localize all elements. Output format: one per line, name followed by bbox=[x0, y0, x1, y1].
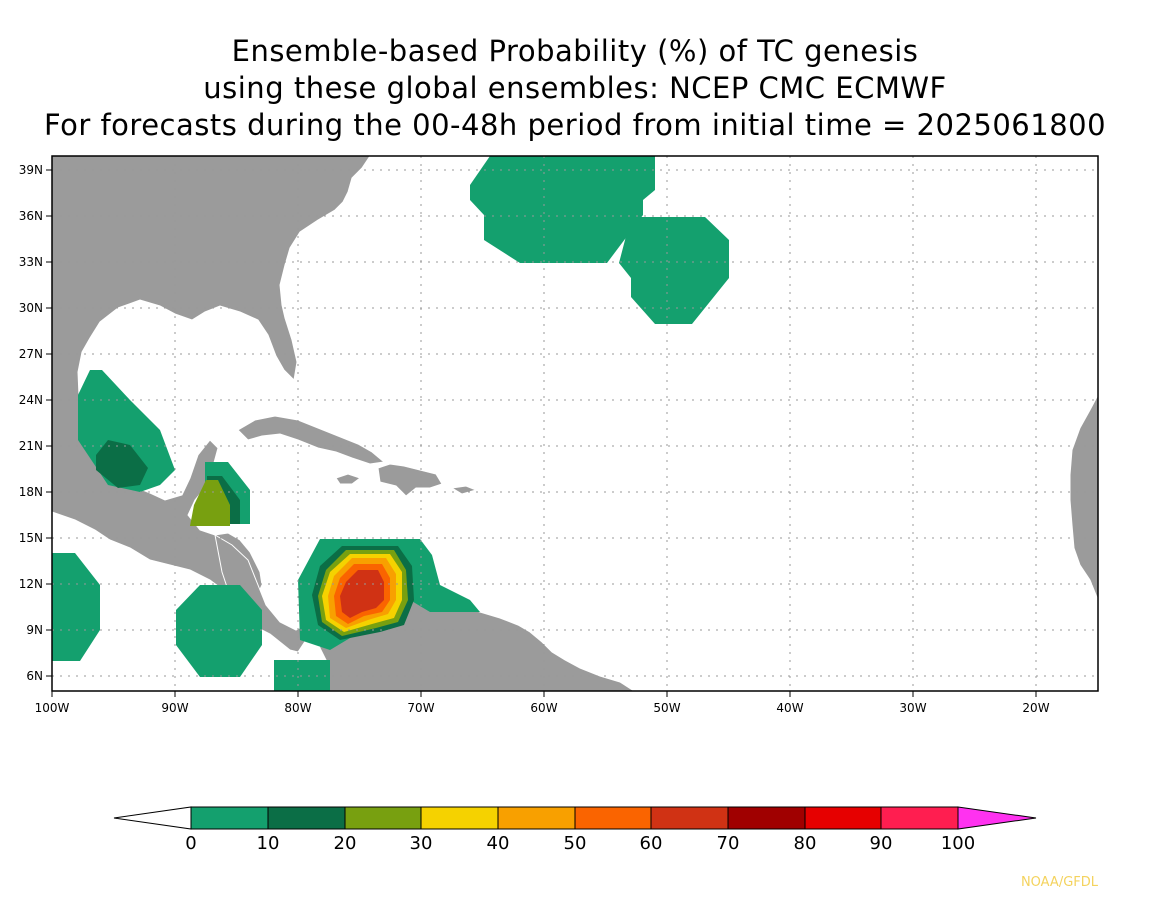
colorbar-label: 20 bbox=[334, 833, 357, 854]
graticule bbox=[52, 156, 1098, 691]
colorbar-label: 70 bbox=[717, 833, 740, 854]
contour-gulf-of-mexico-inner bbox=[96, 440, 148, 488]
land-puerto-rico bbox=[450, 485, 478, 495]
colorbar-label: 90 bbox=[870, 833, 893, 854]
colorbar-label: 100 bbox=[941, 833, 975, 854]
land-hispaniola bbox=[377, 463, 443, 497]
colorbar-segment bbox=[574, 806, 652, 830]
contour-east-pacific-east bbox=[176, 585, 262, 677]
lat-label: 33N bbox=[19, 255, 43, 269]
colorbar-segment bbox=[420, 806, 499, 830]
lat-label: 21N bbox=[19, 439, 43, 453]
colorbar-labels: 0 10 20 30 40 50 60 70 80 90 100 bbox=[185, 833, 975, 854]
colorbar-segment bbox=[190, 806, 269, 830]
lat-label: 27N bbox=[19, 347, 43, 361]
credit-label: NOAA/GFDL bbox=[1020, 875, 1098, 890]
lon-label: 20W bbox=[1022, 701, 1049, 715]
colorbar-label: 10 bbox=[257, 833, 280, 854]
map-area bbox=[52, 156, 1098, 691]
colorbar-under-triangle bbox=[113, 806, 192, 830]
lat-label: 36N bbox=[19, 209, 43, 223]
lat-label: 6N bbox=[26, 669, 43, 683]
contour-east-pacific-west bbox=[52, 553, 100, 661]
colorbar-label: 30 bbox=[410, 833, 433, 854]
colorbar-segment bbox=[804, 806, 882, 830]
lon-label: 40W bbox=[776, 701, 803, 715]
lat-label: 12N bbox=[19, 577, 43, 591]
lat-label: 39N bbox=[19, 163, 43, 177]
title-line-2: using these global ensembles: NCEP CMC E… bbox=[203, 71, 947, 105]
colorbar-segment bbox=[650, 806, 729, 830]
latitude-axis: 39N 36N 33N 30N 27N 24N 21N 18N 15N 12N … bbox=[19, 163, 52, 683]
lat-label: 24N bbox=[19, 393, 43, 407]
colorbar-over-triangle bbox=[957, 806, 1037, 830]
lon-label: 70W bbox=[407, 701, 434, 715]
colorbar-segment bbox=[727, 806, 806, 830]
longitude-axis: 100W 90W 80W 70W 60W 50W 40W 30W 20W bbox=[35, 691, 1050, 715]
lat-label: 9N bbox=[26, 623, 43, 637]
lon-label: 60W bbox=[530, 701, 557, 715]
colorbar-segment bbox=[344, 806, 422, 830]
lon-label: 80W bbox=[284, 701, 311, 715]
map-frame bbox=[51, 155, 1099, 692]
colorbar-segment bbox=[880, 806, 959, 830]
land-jamaica bbox=[335, 473, 362, 485]
contour-north-atlantic-a bbox=[470, 156, 655, 263]
genesis-probability-contours bbox=[52, 156, 729, 691]
lon-label: 30W bbox=[899, 701, 926, 715]
contour-north-atlantic-b bbox=[619, 217, 729, 324]
title-line-1: Ensemble-based Probability (%) of TC gen… bbox=[231, 34, 919, 68]
lon-label: 100W bbox=[35, 701, 70, 715]
lon-label: 50W bbox=[653, 701, 680, 715]
colorbar-label: 80 bbox=[794, 833, 817, 854]
colorbar-label: 0 bbox=[185, 833, 196, 854]
title-line-3: For forecasts during the 00-48h period f… bbox=[43, 108, 1107, 142]
colorbar-label: 60 bbox=[640, 833, 663, 854]
colorbar bbox=[113, 806, 1037, 830]
colorbar-label: 40 bbox=[487, 833, 510, 854]
lon-label: 90W bbox=[161, 701, 188, 715]
lat-label: 18N bbox=[19, 485, 43, 499]
land-cuba bbox=[237, 415, 386, 465]
lat-label: 30N bbox=[19, 301, 43, 315]
contour-caribbean-60 bbox=[340, 570, 384, 618]
lat-label: 15N bbox=[19, 531, 43, 545]
colorbar-label: 50 bbox=[564, 833, 587, 854]
colorbar-segment bbox=[497, 806, 576, 830]
colorbar-segment bbox=[267, 806, 346, 830]
